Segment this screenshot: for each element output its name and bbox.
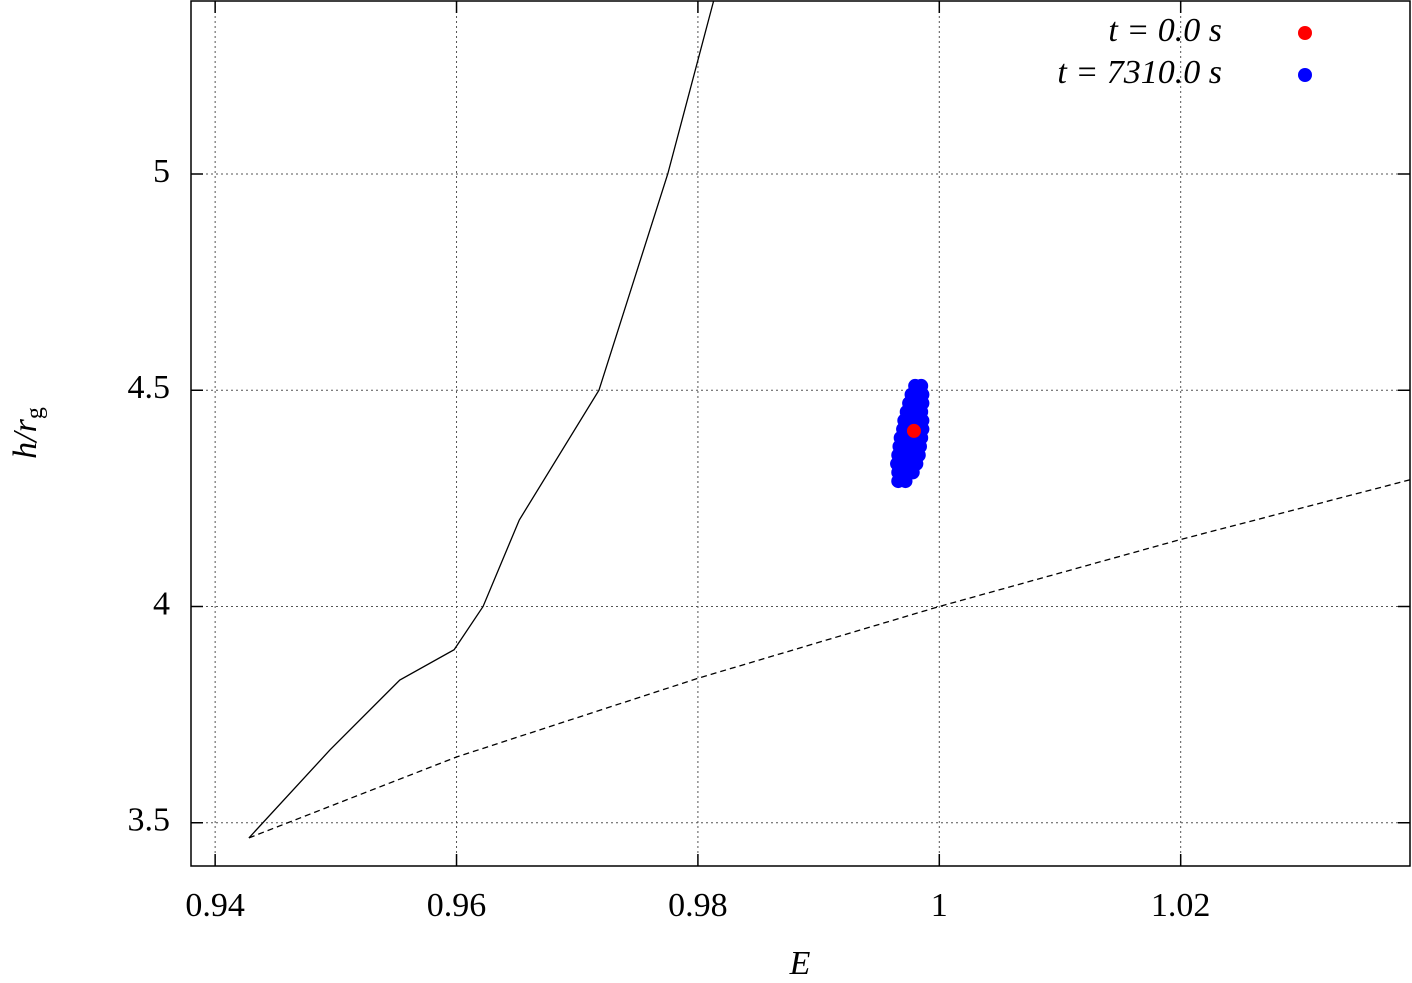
curve	[248, 1, 715, 839]
data-point	[914, 378, 929, 393]
legend-marker	[1298, 68, 1312, 82]
y-tick-label: 3.5	[128, 802, 171, 839]
curve	[248, 479, 1410, 839]
x-tick-label: 0.98	[668, 887, 728, 924]
y-tick-label: 5	[153, 153, 170, 190]
legend-label: t = 0.0 s	[1108, 12, 1222, 49]
data-point	[906, 423, 921, 438]
legend-marker	[1298, 26, 1312, 40]
x-tick-label: 0.94	[185, 887, 245, 924]
x-tick-label: 1	[931, 887, 948, 924]
plot-area	[248, 1, 1410, 839]
y-axis-label: h/rg	[7, 407, 48, 459]
plot-frame	[190, 0, 1411, 867]
x-tick-label: 0.96	[427, 887, 487, 924]
y-axis-label-sub: g	[22, 407, 48, 419]
x-tick-label: 1.02	[1151, 887, 1211, 924]
y-tick-label: 4	[153, 585, 170, 622]
legend-label: t = 7310.0 s	[1057, 54, 1222, 91]
x-axis-label: E	[789, 945, 811, 982]
y-axis-label-main: h/r	[7, 418, 44, 458]
y-tick-label: 4.5	[128, 369, 171, 406]
